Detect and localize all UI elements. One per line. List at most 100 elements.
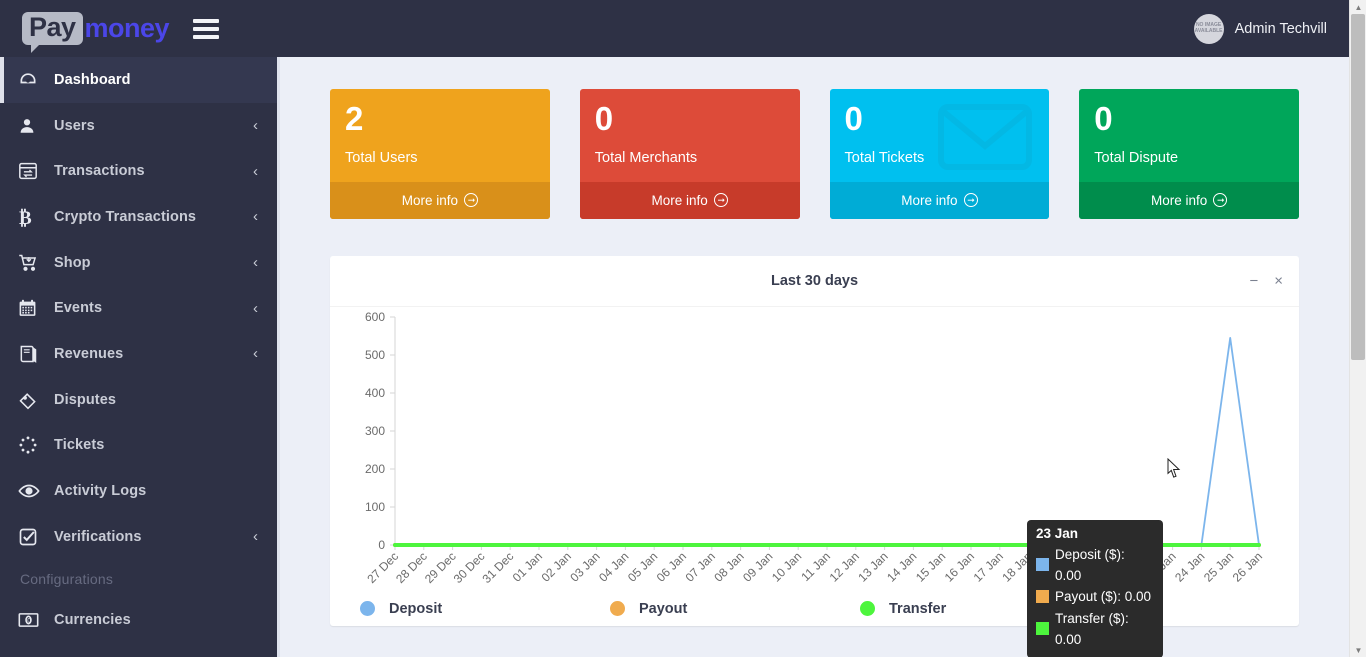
svg-text:02 Jan: 02 Jan — [539, 549, 574, 584]
scroll-up-icon[interactable]: ▲ — [1354, 2, 1363, 12]
stat-card-total-dispute[interactable]: 0 Total Dispute More info ➞ — [1079, 89, 1299, 219]
stat-card-total-merchants[interactable]: 0 Total Merchants More info ➞ — [579, 89, 800, 219]
sidebar-item-revenues[interactable]: Revenues ‹ — [0, 331, 280, 377]
chevron-left-icon: ‹ — [253, 208, 258, 226]
svg-text:04 Jan: 04 Jan — [596, 549, 631, 584]
arrow-right-circle-icon: ➞ — [1213, 193, 1228, 208]
more-info-label: More info — [651, 192, 708, 208]
sidebar-item-verifications[interactable]: Verifications ‹ — [0, 514, 280, 560]
tag-icon — [18, 389, 44, 411]
top-bar: Pay money NO IMAGE AVAILABLE Admin Techv… — [0, 0, 1349, 57]
sidebar-item-shop[interactable]: Shop ‹ — [0, 240, 280, 286]
sidebar-item-tickets[interactable]: Tickets — [0, 423, 280, 469]
chart-area: 0 100 200 300 400 500 600 27 Dec 28 Dec 29 Dec 30 … — [330, 307, 1299, 657]
svg-text:300: 300 — [365, 424, 385, 438]
legend-item-deposit[interactable]: Deposit — [360, 601, 610, 617]
svg-text:10 Jan: 10 Jan — [769, 549, 804, 584]
chart-title: Last 30 days — [770, 272, 859, 289]
more-info-label: More info — [401, 192, 459, 208]
stat-card-total-tickets[interactable]: 0 Total Tickets More info ➞ — [829, 89, 1050, 219]
svg-text:28 Dec: 28 Dec — [393, 549, 430, 586]
svg-text:100: 100 — [365, 500, 385, 514]
chart-panel: Last 30 days − × 0 100 200 300 400 500 600 27 D… — [330, 255, 1299, 657]
tooltip-row: Payout ($): 0.00 — [1036, 586, 1154, 607]
page-scrollbar[interactable]: ▲ ▼ — [1349, 0, 1366, 657]
chart-tooltip: 23 Jan Deposit ($): 0.00 Payout ($): 0.0… — [1027, 519, 1163, 657]
main-content: 2 Total Users More info ➞ 0 Total Mercha… — [280, 57, 1349, 657]
legend-dot-transfer — [860, 601, 875, 617]
sidebar-item-dashboard[interactable]: Dashboard — [0, 57, 280, 103]
sidebar-item-users[interactable]: Users ‹ — [0, 103, 280, 149]
legend-item-payout[interactable]: Payout — [610, 601, 860, 617]
sidebar-item-label: Disputes — [54, 391, 117, 408]
svg-text:25 Jan: 25 Jan — [1201, 549, 1236, 584]
card-body: 0 Total Merchants — [580, 89, 800, 182]
sidebar-item-transactions[interactable]: Transactions ‹ — [0, 148, 280, 194]
svg-text:16 Jan: 16 Jan — [942, 549, 977, 584]
sidebar-item-crypto-transactions[interactable]: ₿ Crypto Transactions ‹ — [0, 194, 280, 240]
scrollbar-thumb[interactable] — [1351, 14, 1365, 360]
svg-text:17 Jan: 17 Jan — [971, 549, 1006, 584]
sidebar-item-label: Currencies — [54, 612, 131, 629]
svg-text:400: 400 — [365, 386, 385, 400]
card-body: 0 Total Dispute — [1079, 89, 1299, 182]
user-menu[interactable]: NO IMAGE AVAILABLE Admin Techvill — [1193, 13, 1349, 44]
more-info-button[interactable]: More info ➞ — [579, 181, 800, 219]
stat-card-total-users[interactable]: 2 Total Users More info ➞ — [330, 89, 550, 219]
legend-dot-deposit — [360, 601, 375, 617]
sidebar-item-activity-logs[interactable]: Activity Logs — [0, 468, 280, 514]
svg-text:31 Dec: 31 Dec — [480, 549, 517, 586]
bitcoin-icon: ₿ — [18, 206, 44, 228]
hamburger-bar — [193, 26, 220, 31]
sidebar-item-label: Dashboard — [54, 71, 131, 88]
card-value: 2 — [345, 100, 364, 137]
sidebar-item-label: Crypto Transactions — [54, 208, 197, 225]
svg-text:15 Jan: 15 Jan — [913, 549, 948, 584]
dashboard-icon — [18, 69, 44, 91]
book-icon — [18, 343, 44, 365]
logo-area: Pay money — [0, 0, 280, 57]
chart-panel-header: Last 30 days − × — [330, 256, 1299, 307]
card-label: Total Merchants — [594, 149, 698, 166]
chart-panel-tools: − × — [1249, 273, 1283, 288]
transactions-icon — [18, 160, 44, 182]
tooltip-label: Transfer ($): 0.00 — [1055, 610, 1129, 647]
card-body: 0 Total Tickets — [830, 89, 1050, 182]
more-info-label: More info — [1150, 192, 1208, 208]
minimize-icon[interactable]: − — [1249, 272, 1259, 290]
sidebar-item-disputes[interactable]: Disputes — [0, 377, 280, 423]
more-info-button[interactable]: More info ➞ — [829, 181, 1050, 219]
chevron-left-icon: ‹ — [253, 162, 258, 180]
svg-text:0: 0 — [378, 538, 385, 552]
tooltip-swatch-transfer — [1036, 622, 1049, 636]
logo-pay-text: Pay — [22, 12, 83, 54]
card-label: Total Dispute — [1094, 149, 1179, 166]
sidebar-item-events[interactable]: Events ‹ — [0, 285, 280, 331]
legend-label: Transfer — [889, 600, 947, 617]
legend-item-transfer[interactable]: Transfer — [860, 601, 1110, 617]
card-body: 2 Total Users — [330, 89, 550, 182]
tooltip-swatch-payout — [1036, 590, 1049, 604]
close-icon[interactable]: × — [1274, 272, 1283, 290]
svg-text:26 Jan: 26 Jan — [1230, 549, 1265, 584]
arrow-right-circle-icon: ➞ — [713, 193, 728, 208]
sidebar-section-configurations: Configurations — [20, 570, 114, 587]
svg-text:0: 0 — [27, 618, 31, 625]
card-label: Total Users — [345, 149, 418, 166]
chevron-left-icon: ‹ — [253, 117, 258, 135]
dotted-circle-icon — [18, 434, 44, 456]
stat-cards: 2 Total Users More info ➞ 0 Total Mercha… — [280, 57, 1349, 219]
avatar-placeholder-text: NO IMAGE AVAILABLE — [1194, 21, 1223, 34]
legend-dot-payout — [610, 601, 625, 617]
brand-logo[interactable]: Pay money — [22, 12, 170, 54]
chevron-left-icon: ‹ — [253, 299, 258, 317]
scroll-down-icon[interactable]: ▼ — [1354, 645, 1363, 655]
sidebar-item-currencies[interactable]: 0 Currencies — [0, 598, 280, 644]
mouse-cursor — [1167, 457, 1181, 483]
more-info-button[interactable]: More info ➞ — [1079, 181, 1299, 219]
hamburger-icon[interactable] — [193, 18, 220, 39]
svg-text:08 Jan: 08 Jan — [711, 549, 746, 584]
more-info-button[interactable]: More info ➞ — [330, 181, 550, 219]
tooltip-title: 23 Jan — [1036, 525, 1079, 541]
sidebar-item-label: Transactions — [54, 163, 145, 180]
